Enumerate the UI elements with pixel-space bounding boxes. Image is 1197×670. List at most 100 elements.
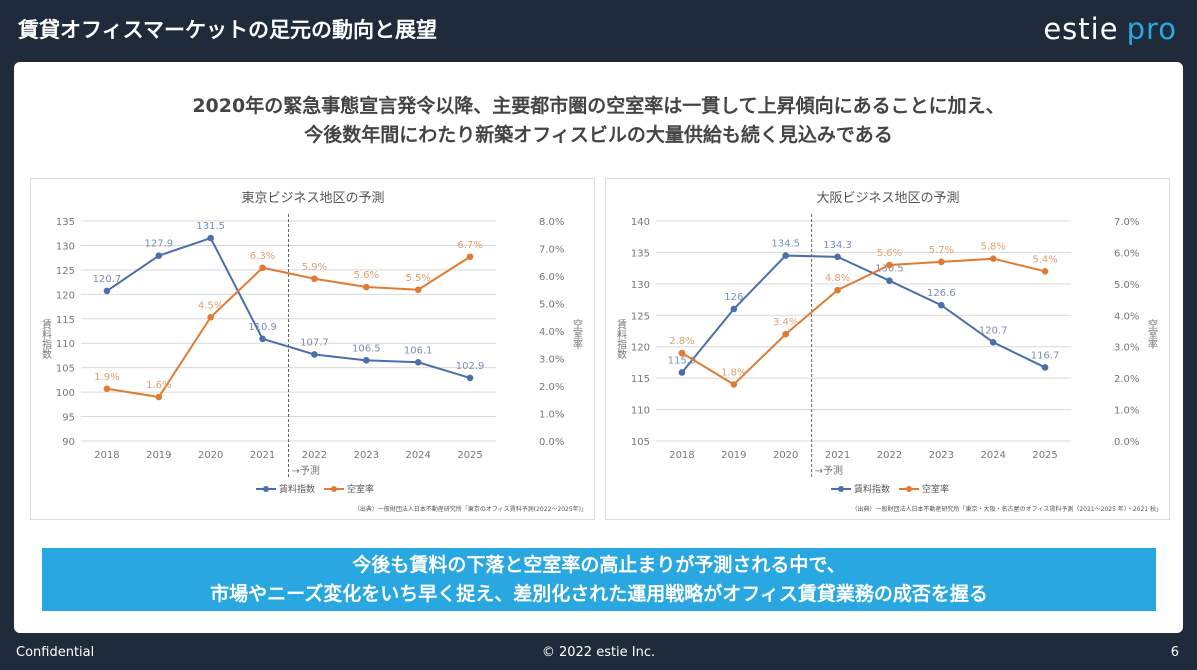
data-point xyxy=(103,385,111,393)
y-tick-label: 110 xyxy=(631,406,650,417)
data-point xyxy=(363,283,370,291)
x-tick-label: 2023 xyxy=(354,450,379,461)
data-point xyxy=(678,349,686,357)
data-label: 1.8% xyxy=(721,367,746,378)
data-label: 4.5% xyxy=(198,300,223,311)
y2-tick-label: 1.0% xyxy=(1114,406,1139,417)
data-point xyxy=(1041,267,1049,275)
y2-tick-label: 7.0% xyxy=(1114,217,1139,228)
slide-title: 賃貸オフィスマーケットの足元の動向と展望 xyxy=(18,18,437,42)
legend-marker xyxy=(331,486,337,492)
data-point xyxy=(730,305,738,313)
footer-page-number: 6 xyxy=(1170,645,1179,660)
logo-main: estie xyxy=(1043,12,1119,46)
y-tick-label: 130 xyxy=(631,280,650,291)
data-label: 120.7 xyxy=(979,325,1008,336)
y2-tick-label: 6.0% xyxy=(1114,248,1139,259)
x-tick-label: 2019 xyxy=(146,450,171,461)
data-point xyxy=(103,287,111,295)
data-label: 102.9 xyxy=(456,361,485,372)
legend-marker xyxy=(838,486,844,492)
data-point xyxy=(311,351,318,358)
x-tick-label: 2024 xyxy=(980,450,1005,461)
data-point xyxy=(259,264,266,272)
legend-marker xyxy=(906,486,912,492)
data-point xyxy=(989,339,997,346)
content-card: 2020年の緊急事態宣言発令以降、主要都市圏の空室率は一貫して上昇傾向にあること… xyxy=(14,62,1183,633)
series-line-vacancy xyxy=(681,257,1046,386)
data-label: 127.9 xyxy=(144,239,173,250)
y2-tick-label: 2.0% xyxy=(1114,374,1139,385)
osaka-chart: 大阪ビジネス地区の予測 105 110 115 120 125 130 135 140 0.0% 1… xyxy=(605,178,1170,520)
data-label: 1.9% xyxy=(94,372,119,383)
data-point xyxy=(678,369,686,376)
data-label: 106.5 xyxy=(352,343,381,354)
y2-tick-label: 5.0% xyxy=(1114,280,1139,291)
footer-copyright: © 2022 estie Inc. xyxy=(541,645,656,660)
y2-tick-label: 3.0% xyxy=(1114,343,1139,354)
y2-axis-label: 空室率 xyxy=(571,318,583,350)
data-label: 131.5 xyxy=(196,221,225,232)
forecast-label: →予測 xyxy=(292,464,320,477)
conclusion-banner: 今後も賃料の下落と空室率の高止まりが予測される中で、 市場やニーズ変化をいち早く… xyxy=(42,548,1156,611)
logo-sub: pro xyxy=(1126,12,1177,46)
chart-source: （出典）一般財団法人日本不動産研究所「東京のオフィス賃料予測(2022～2025… xyxy=(354,505,587,513)
data-point xyxy=(207,234,214,242)
data-label: 2.8% xyxy=(669,336,694,347)
data-label: 134.5 xyxy=(771,239,800,250)
banner-line-1: 今後も賃料の下落と空室率の高止まりが予測される中で、 xyxy=(352,554,846,576)
data-point xyxy=(466,253,474,261)
data-point xyxy=(414,358,422,366)
data-point xyxy=(363,357,370,364)
data-label: 110.9 xyxy=(248,322,277,333)
data-label: 1.6% xyxy=(146,380,171,391)
chart-title: 大阪ビジネス地区の予測 xyxy=(816,191,959,206)
y2-tick-label: 8.0% xyxy=(539,217,564,228)
y2-tick-label: 6.0% xyxy=(539,272,564,283)
data-label: 107.7 xyxy=(300,337,329,348)
data-point xyxy=(414,286,422,294)
headline-line-1: 2020年の緊急事態宣言発令以降、主要都市圏の空室率は一貫して上昇傾向にあること… xyxy=(192,95,1005,117)
x-tick-label: 2021 xyxy=(250,450,275,461)
data-point xyxy=(207,313,214,321)
tokyo-chart: 東京ビジネス地区の予測 90 95 100 105 110 115 120 125 130 135 0… xyxy=(30,178,595,520)
y-tick-label: 90 xyxy=(62,437,75,448)
data-point xyxy=(155,252,163,260)
y2-tick-label: 2.0% xyxy=(539,382,564,393)
y-tick-label: 135 xyxy=(631,248,650,259)
headline: 2020年の緊急事態宣言発令以降、主要都市圏の空室率は一貫して上昇傾向にあること… xyxy=(14,92,1183,150)
y2-tick-label: 0.0% xyxy=(539,437,564,448)
data-label: 5.8% xyxy=(980,242,1005,253)
y2-tick-label: 0.0% xyxy=(1114,437,1139,448)
y2-tick-label: 3.0% xyxy=(539,355,564,366)
y-axis-label: 賃料指数 xyxy=(615,318,627,360)
data-point xyxy=(938,258,945,266)
y-tick-label: 115 xyxy=(56,315,75,326)
x-tick-label: 2025 xyxy=(1032,450,1057,461)
y-tick-label: 105 xyxy=(631,437,650,448)
legend-label: 空室率 xyxy=(347,483,374,495)
y-tick-label: 135 xyxy=(56,217,75,228)
data-label: 5.9% xyxy=(302,262,327,273)
y-axis-label: 賃料指数 xyxy=(40,318,52,360)
estie-pro-logo: estie pro xyxy=(1043,12,1177,46)
data-label: 3.4% xyxy=(773,317,798,328)
chart-title: 東京ビジネス地区の予測 xyxy=(241,190,384,206)
y-tick-label: 100 xyxy=(56,388,75,399)
tokyo-chart-svg: 東京ビジネス地区の予測 90 95 100 105 110 115 120 125 130 135 0… xyxy=(40,190,588,513)
banner-line-2: 市場やニーズ変化をいち早く捉え、差別化された運用戦略がオフィス賃貸業務の成否を握… xyxy=(210,583,988,605)
y-tick-label: 105 xyxy=(56,364,75,375)
y-tick-label: 115 xyxy=(631,374,650,385)
x-tick-label: 2023 xyxy=(929,450,954,461)
y2-tick-label: 4.0% xyxy=(1114,311,1139,322)
y2-tick-label: 1.0% xyxy=(539,410,564,421)
data-label: 130.5 xyxy=(875,264,904,275)
legend-label: 賃料指数 xyxy=(279,483,315,495)
y2-tick-label: 5.0% xyxy=(539,300,564,311)
y-tick-label: 120 xyxy=(56,290,75,301)
y-tick-label: 95 xyxy=(62,413,75,424)
x-tick-label: 2025 xyxy=(457,450,482,461)
data-label: 126.6 xyxy=(927,288,956,299)
legend-label: 賃料指数 xyxy=(854,483,890,495)
data-point xyxy=(259,335,266,343)
